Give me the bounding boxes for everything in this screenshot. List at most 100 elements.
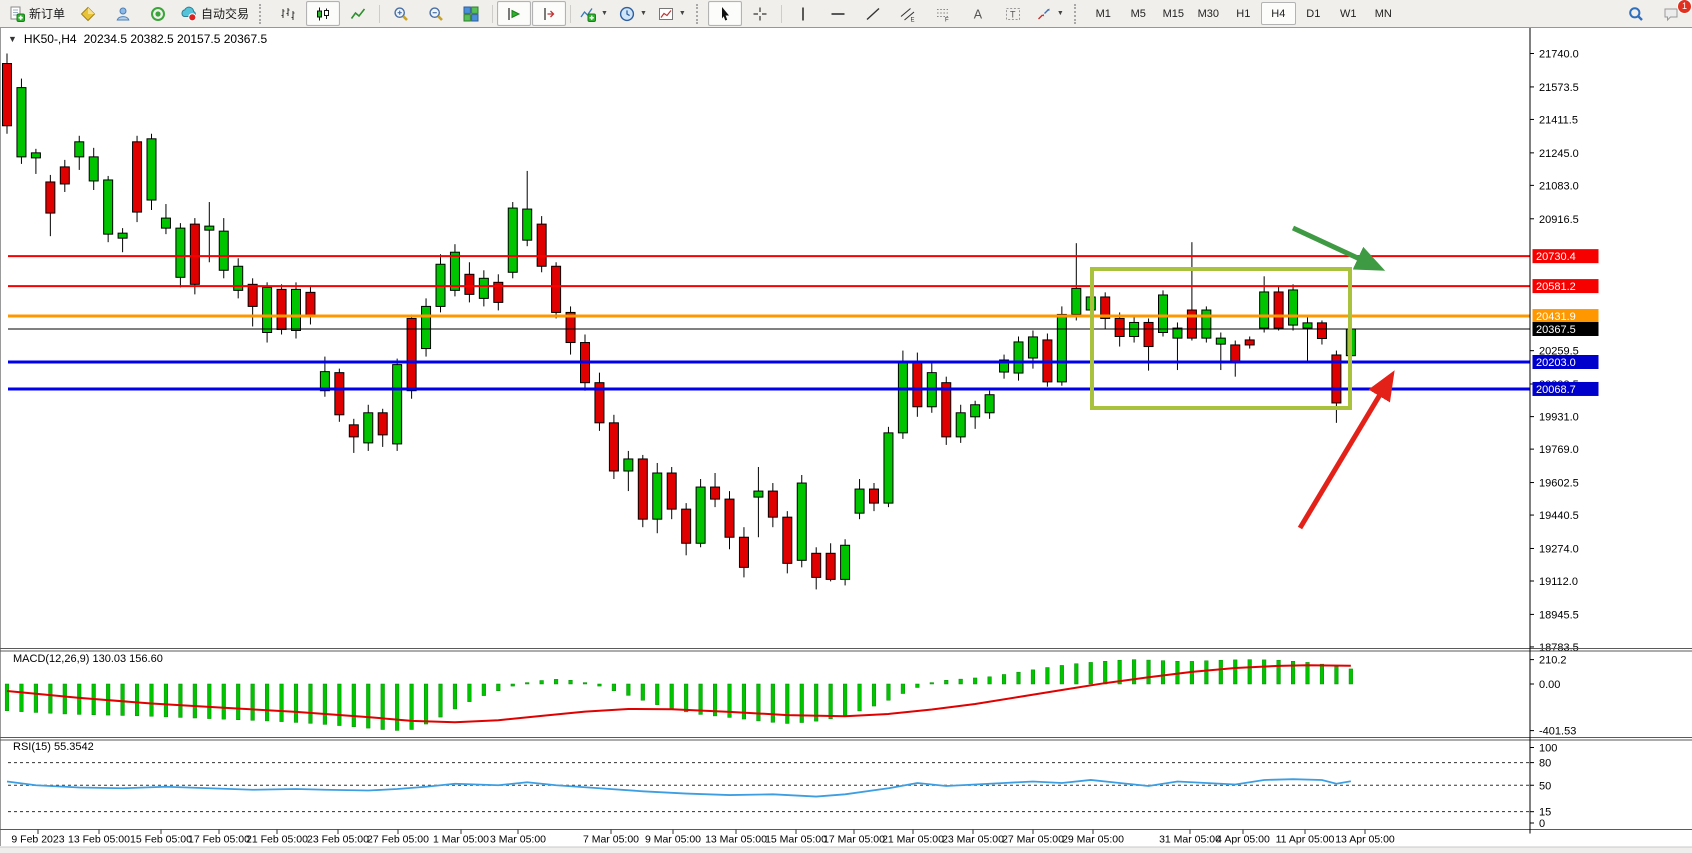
timeframe-w1[interactable]: W1 — [1340, 7, 1357, 20]
candlestick — [1056, 313, 1067, 383]
toolbar-grip[interactable] — [695, 3, 702, 24]
timeframe-d1[interactable]: D1 — [1306, 7, 1321, 20]
text-button[interactable]: A — [961, 1, 995, 26]
macd-histogram-bar — [900, 683, 905, 694]
macd-histogram-bar — [322, 683, 327, 725]
periods-button[interactable]: ▼ — [614, 1, 652, 26]
green-down-arrow-annotation[interactable] — [1291, 225, 1386, 271]
price-axis-label: 20916.5 — [1539, 214, 1579, 226]
candlestick — [710, 486, 721, 500]
candlestick — [1273, 291, 1284, 329]
macd-signal-line — [6, 664, 1351, 724]
new-order-icon — [9, 6, 25, 22]
date-axis-label: 27 Mar 05:00 — [1002, 834, 1064, 846]
zoom-out-button[interactable] — [419, 1, 453, 26]
chart-area[interactable]: 21740.0 21573.5 21411.5 21245.0 21083.0 20916… — [0, 28, 1692, 853]
candlestick — [276, 288, 287, 330]
chart-shift-button[interactable] — [532, 1, 567, 26]
crosshair-button[interactable] — [743, 1, 777, 26]
macd-histogram-bar — [655, 683, 660, 705]
macd-histogram-bar — [1348, 668, 1353, 685]
candlestick — [623, 458, 634, 472]
candlestick — [869, 488, 879, 504]
macd-histogram-bar — [1247, 659, 1252, 685]
candlestick — [88, 156, 99, 182]
chart-shift-icon — [541, 6, 557, 22]
price-axis-label: 21245.0 — [1539, 148, 1579, 160]
timeframe-h1[interactable]: H1 — [1236, 7, 1251, 20]
templates-button[interactable]: ▼ — [653, 1, 691, 26]
consolidation-rectangle-annotation[interactable] — [1090, 267, 1352, 410]
autotrading-button[interactable]: 自动交易 — [176, 1, 254, 26]
macd-histogram-bar — [1319, 663, 1325, 685]
date-axis-label: 15 Mar 05:00 — [765, 834, 827, 846]
arrows-button[interactable]: ▼ — [1031, 1, 1069, 26]
search-button[interactable] — [1619, 1, 1653, 26]
chart-ohlc-values: 20234.5 20382.5 20157.5 20367.5 — [83, 32, 268, 46]
date-axis-label: 31 Mar 05:00 — [1159, 834, 1221, 846]
toolbar-separator — [570, 4, 572, 23]
macd-histogram-bar — [1074, 663, 1079, 685]
macd-axis-label: 210.2 — [1539, 655, 1567, 667]
label-button[interactable]: T — [996, 1, 1030, 26]
hline-button[interactable] — [821, 1, 855, 26]
timeframe-h4[interactable]: H4 — [1260, 2, 1296, 25]
macd-histogram-bar — [1291, 661, 1296, 685]
trendline-button[interactable] — [856, 1, 890, 26]
macd-histogram-bar — [554, 679, 559, 685]
macd-histogram-bar — [770, 683, 775, 723]
price-level-box — [1532, 381, 1599, 396]
toolbar-grip[interactable] — [1073, 3, 1080, 24]
chat-button[interactable]: 1 — [1654, 0, 1692, 26]
timeframe-m5[interactable]: M5 — [1130, 7, 1146, 20]
indicators-button[interactable]: ▼ — [575, 1, 613, 26]
candlestick — [608, 422, 619, 472]
zoom-in-button[interactable] — [384, 1, 418, 26]
candle-chart-button[interactable] — [306, 1, 341, 26]
profile-button[interactable] — [106, 1, 140, 26]
chevron-down-icon[interactable]: ▼ — [1056, 10, 1064, 17]
charts-button[interactable] — [71, 1, 105, 26]
timeframe-mn[interactable]: MN — [1374, 7, 1392, 20]
macd-histogram-bar — [684, 683, 689, 713]
cursor-button[interactable] — [707, 1, 742, 26]
line-chart-button[interactable] — [341, 1, 375, 26]
candlestick — [840, 544, 851, 580]
macd-histogram-bar — [1204, 660, 1209, 685]
candlestick — [348, 424, 359, 438]
price-level-box — [1532, 279, 1599, 294]
timeframe-m15[interactable]: M15 — [1162, 7, 1184, 20]
tile-windows-button[interactable] — [454, 1, 488, 26]
candlestick — [970, 404, 981, 418]
toolbar-grip[interactable] — [259, 3, 265, 24]
chevron-down-icon[interactable]: ▼ — [678, 10, 686, 17]
rsi-line — [6, 778, 1352, 798]
channel-button[interactable]: E — [891, 1, 925, 26]
macd-histogram-bar — [33, 683, 38, 713]
price-level-box — [1532, 249, 1599, 264]
macd-histogram-bar — [611, 683, 616, 691]
new-order-button[interactable]: 新订单 — [4, 1, 70, 26]
timeframe-m30[interactable]: M30 — [1197, 7, 1219, 20]
candlestick — [175, 227, 186, 278]
macd-histogram-bar — [1045, 667, 1050, 685]
candlestick — [74, 141, 85, 158]
auto-scroll-button[interactable] — [497, 1, 532, 26]
macd-histogram-bar — [597, 683, 602, 687]
chevron-down-icon[interactable]: ▼ — [601, 10, 608, 17]
price-level-value: 20068.7 — [1536, 384, 1576, 396]
timeframe-m1[interactable]: M1 — [1095, 7, 1111, 20]
chevron-down-icon[interactable]: ▼ — [639, 10, 647, 17]
candlestick — [955, 412, 966, 438]
date-axis-label: 11 Apr 05:00 — [1276, 834, 1335, 846]
red-up-arrow-annotation[interactable] — [1297, 370, 1395, 530]
macd-histogram-bar — [19, 683, 24, 712]
one-click-trading-expander[interactable]: ▼ — [8, 34, 17, 44]
fibo-button[interactable]: F — [926, 1, 960, 26]
bar-chart-button[interactable] — [271, 1, 305, 26]
vline-button[interactable] — [786, 1, 820, 26]
macd-histogram-bar — [857, 683, 862, 712]
news-button[interactable] — [141, 1, 175, 26]
macd-histogram-bar — [1117, 659, 1122, 685]
rsi-axis-label: 15 — [1539, 807, 1551, 819]
